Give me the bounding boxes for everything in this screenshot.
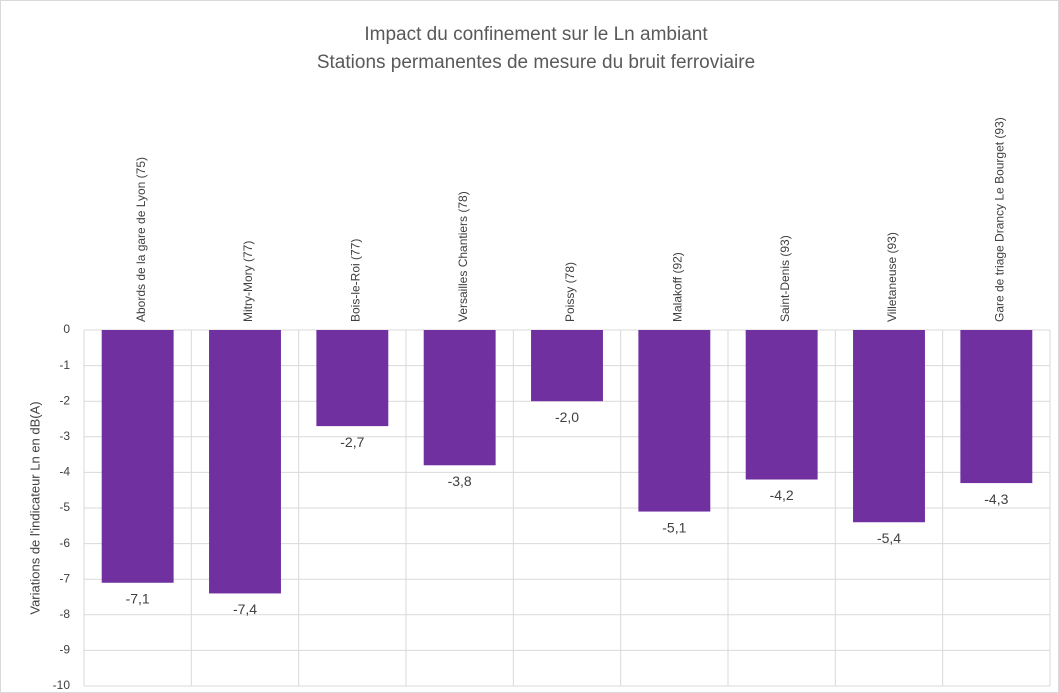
y-tick-label: -10 <box>53 678 71 692</box>
value-label: -3,8 <box>448 473 472 489</box>
bar <box>316 330 389 427</box>
y-tick-label: -3 <box>59 429 70 443</box>
chart-subtitle: Stations permanentes de mesure du bruit … <box>317 52 755 73</box>
y-tick-label: -8 <box>59 607 70 621</box>
x-tick-label: Versailles Chantiers (78) <box>456 191 470 322</box>
x-tick-label: Mitry-Mory (77) <box>241 241 255 322</box>
y-tick-label: -9 <box>59 643 70 657</box>
x-tick-label: Poissy (78) <box>563 262 577 322</box>
y-tick-label: -4 <box>59 465 70 479</box>
value-label: -2,7 <box>340 434 364 450</box>
x-tick-label: Saint-Denis (93) <box>778 235 792 322</box>
y-tick-label: -6 <box>59 536 70 550</box>
bar <box>101 330 174 583</box>
x-tick-label: Villetaneuse (93) <box>885 232 899 322</box>
bar <box>853 330 925 523</box>
bar <box>745 330 818 480</box>
y-tick-label: -5 <box>59 500 70 514</box>
value-label: -5,4 <box>877 530 901 546</box>
y-tick-label: -1 <box>59 358 70 372</box>
bar <box>423 330 496 466</box>
y-tick-label: -7 <box>59 571 70 585</box>
x-tick-label: Malakoff (92) <box>671 252 685 322</box>
value-label: -4,3 <box>984 491 1008 507</box>
value-label: -4,2 <box>770 487 794 503</box>
x-tick-label: Abords de la gare de Lyon (75) <box>134 157 148 322</box>
value-label: -5,1 <box>662 519 686 535</box>
bar <box>960 330 1033 484</box>
value-label: -7,4 <box>233 601 257 617</box>
value-label: -2,0 <box>555 409 579 425</box>
value-label: -7,1 <box>126 590 150 606</box>
y-tick-label: 0 <box>63 322 70 336</box>
chart-title: Impact du confinement sur le Ln ambiant <box>364 24 708 45</box>
bar <box>209 330 281 594</box>
x-tick-label: Gare de triage Drancy Le Bourget (93) <box>993 117 1007 322</box>
x-tick-label: Bois-le-Roi (77) <box>349 239 363 322</box>
bar <box>638 330 711 512</box>
y-axis-label: Variations de l'indicateur Ln en dB(A) <box>27 401 42 614</box>
y-tick-label: -2 <box>59 393 70 407</box>
bar <box>531 330 603 402</box>
